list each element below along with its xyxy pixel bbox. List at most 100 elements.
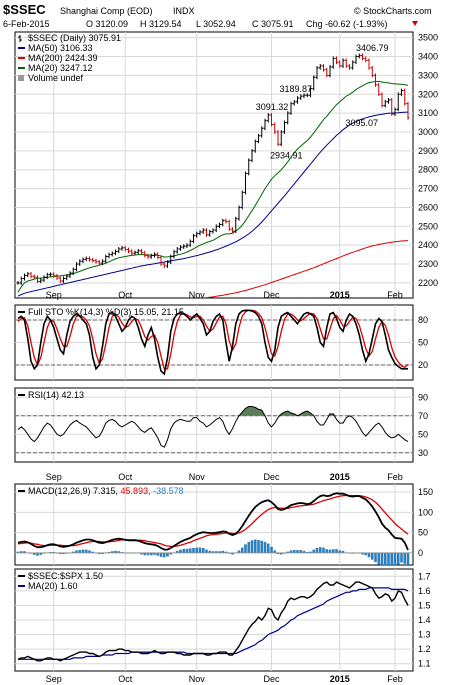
y-tick-label: 50 [418,429,428,439]
y-tick-label: 2200 [418,278,438,288]
month-label: Dec [263,674,280,684]
macd-histogram-bar [195,547,199,553]
month-label: 2015 [330,674,350,684]
month-label: Feb [387,290,403,300]
price-annotation: 3406.79 [356,43,389,53]
y-tick-label: 1.6 [418,586,431,596]
macd-histogram-bar [179,549,182,553]
ma20-line [17,80,409,293]
macd-histogram-bar [263,541,267,553]
macd-histogram-bar [143,552,147,556]
ma200-line [199,240,409,298]
macd-histogram-bar [110,551,114,553]
y-tick-label: 100 [418,507,433,517]
macd-histogram-bar [201,547,205,553]
macd-histogram-bar [338,550,342,553]
macd-histogram-bar [39,552,43,555]
macd-histogram-bar [370,552,374,560]
panel-plot [15,309,413,376]
legend-label: MA(20) 3247.12 [28,63,93,73]
macd-histogram-bar [97,552,101,555]
macd-histogram-bar [140,552,143,555]
macd-histogram-bar [205,549,208,553]
month-label: Nov [189,472,206,482]
macd-histogram-bar [114,550,117,553]
legend-label: Full STO %K(14,3) %D(3) 15.05, 21.15 [28,307,184,317]
legend-label: RSI(14) 42.13 [28,390,84,400]
macd-histogram-bar [361,552,364,555]
legend-label: Volume undef [28,73,84,83]
header-brand[interactable]: © StockCharts.com [354,6,432,16]
macd-histogram-bar [185,548,189,553]
macd-histogram-bar [406,552,410,565]
macd-histogram-bar [279,552,283,555]
macd-histogram-bar [192,547,195,553]
macd-line [17,492,409,551]
macd-histogram-bar [227,552,231,554]
macd-histogram-bar [244,544,247,553]
panel-frame [14,387,414,463]
macd-histogram-bar [270,546,273,553]
legend-label: MACD(12,26,9) 7.315, 45.893, -38.578 [28,486,184,496]
macd-histogram-bar [260,540,264,553]
month-label: Feb [387,674,403,684]
macd-histogram-bar [299,550,303,553]
month-label: 2015 [330,472,350,482]
macd-histogram-bar [188,548,192,553]
macd-histogram-bar [396,552,400,565]
price-annotation: 3091.32 [256,102,289,112]
y-tick-label: 1.3 [418,630,431,640]
month-label: 2015 [330,290,350,300]
macd-histogram-bar [153,552,156,555]
macd-histogram-bar [257,539,260,553]
macd-histogram-bar [351,552,355,554]
month-label: Oct [118,290,133,300]
macd-histogram-bar [292,550,296,553]
macd-histogram-bar [32,552,36,555]
macd-histogram-bar [247,541,251,553]
panel-plot [17,581,409,662]
y-tick-label: 3100 [418,108,438,118]
macd-histogram-bar [36,552,39,556]
macd-histogram-bar [84,549,88,553]
down-arrow-icon [412,21,418,26]
y-tick-label: 3400 [418,52,438,62]
panel-frame [14,31,414,299]
macd-histogram-bar [331,549,335,553]
month-label: Dec [263,472,280,482]
y-tick-label: 0 [418,548,423,558]
macd-histogram-bar [335,549,338,553]
macd-histogram-bar [377,552,381,565]
macd-histogram-bar [78,550,82,553]
macd-histogram-bar [52,552,56,553]
macd-histogram-bar [71,551,75,553]
legend-label: MA(50) 3106.33 [28,43,93,53]
y-tick-label: 1.2 [418,644,431,654]
header-date: 6-Feb-2015 [3,19,50,29]
month-label: Feb [387,472,403,482]
month-label: Sep [46,290,62,300]
macd-histogram-bar [156,552,160,556]
y-tick-label: 2700 [418,184,438,194]
y-tick-label: 1.5 [418,600,431,610]
macd-histogram-bar [208,550,212,553]
macd-histogram-bar [403,552,407,564]
macd-histogram-bar [101,552,104,555]
macd-histogram-bar [312,549,316,553]
macd-histogram-bar [218,551,221,553]
y-tick-label: 80 [418,315,428,325]
y-tick-label: 90 [418,392,428,402]
sto-k-line [17,309,408,376]
macd-histogram-bar [107,552,111,553]
macd-histogram-bar [120,552,124,553]
macd-histogram-bar [380,552,384,565]
macd-histogram-bar [221,550,225,553]
y-tick-label: 2800 [418,165,438,175]
macd-histogram-bar [305,552,309,553]
macd-histogram-bar [166,552,169,557]
macd-histogram-bar [149,552,153,556]
macd-histogram-bar [367,552,371,558]
macd-histogram-bar [374,552,377,563]
